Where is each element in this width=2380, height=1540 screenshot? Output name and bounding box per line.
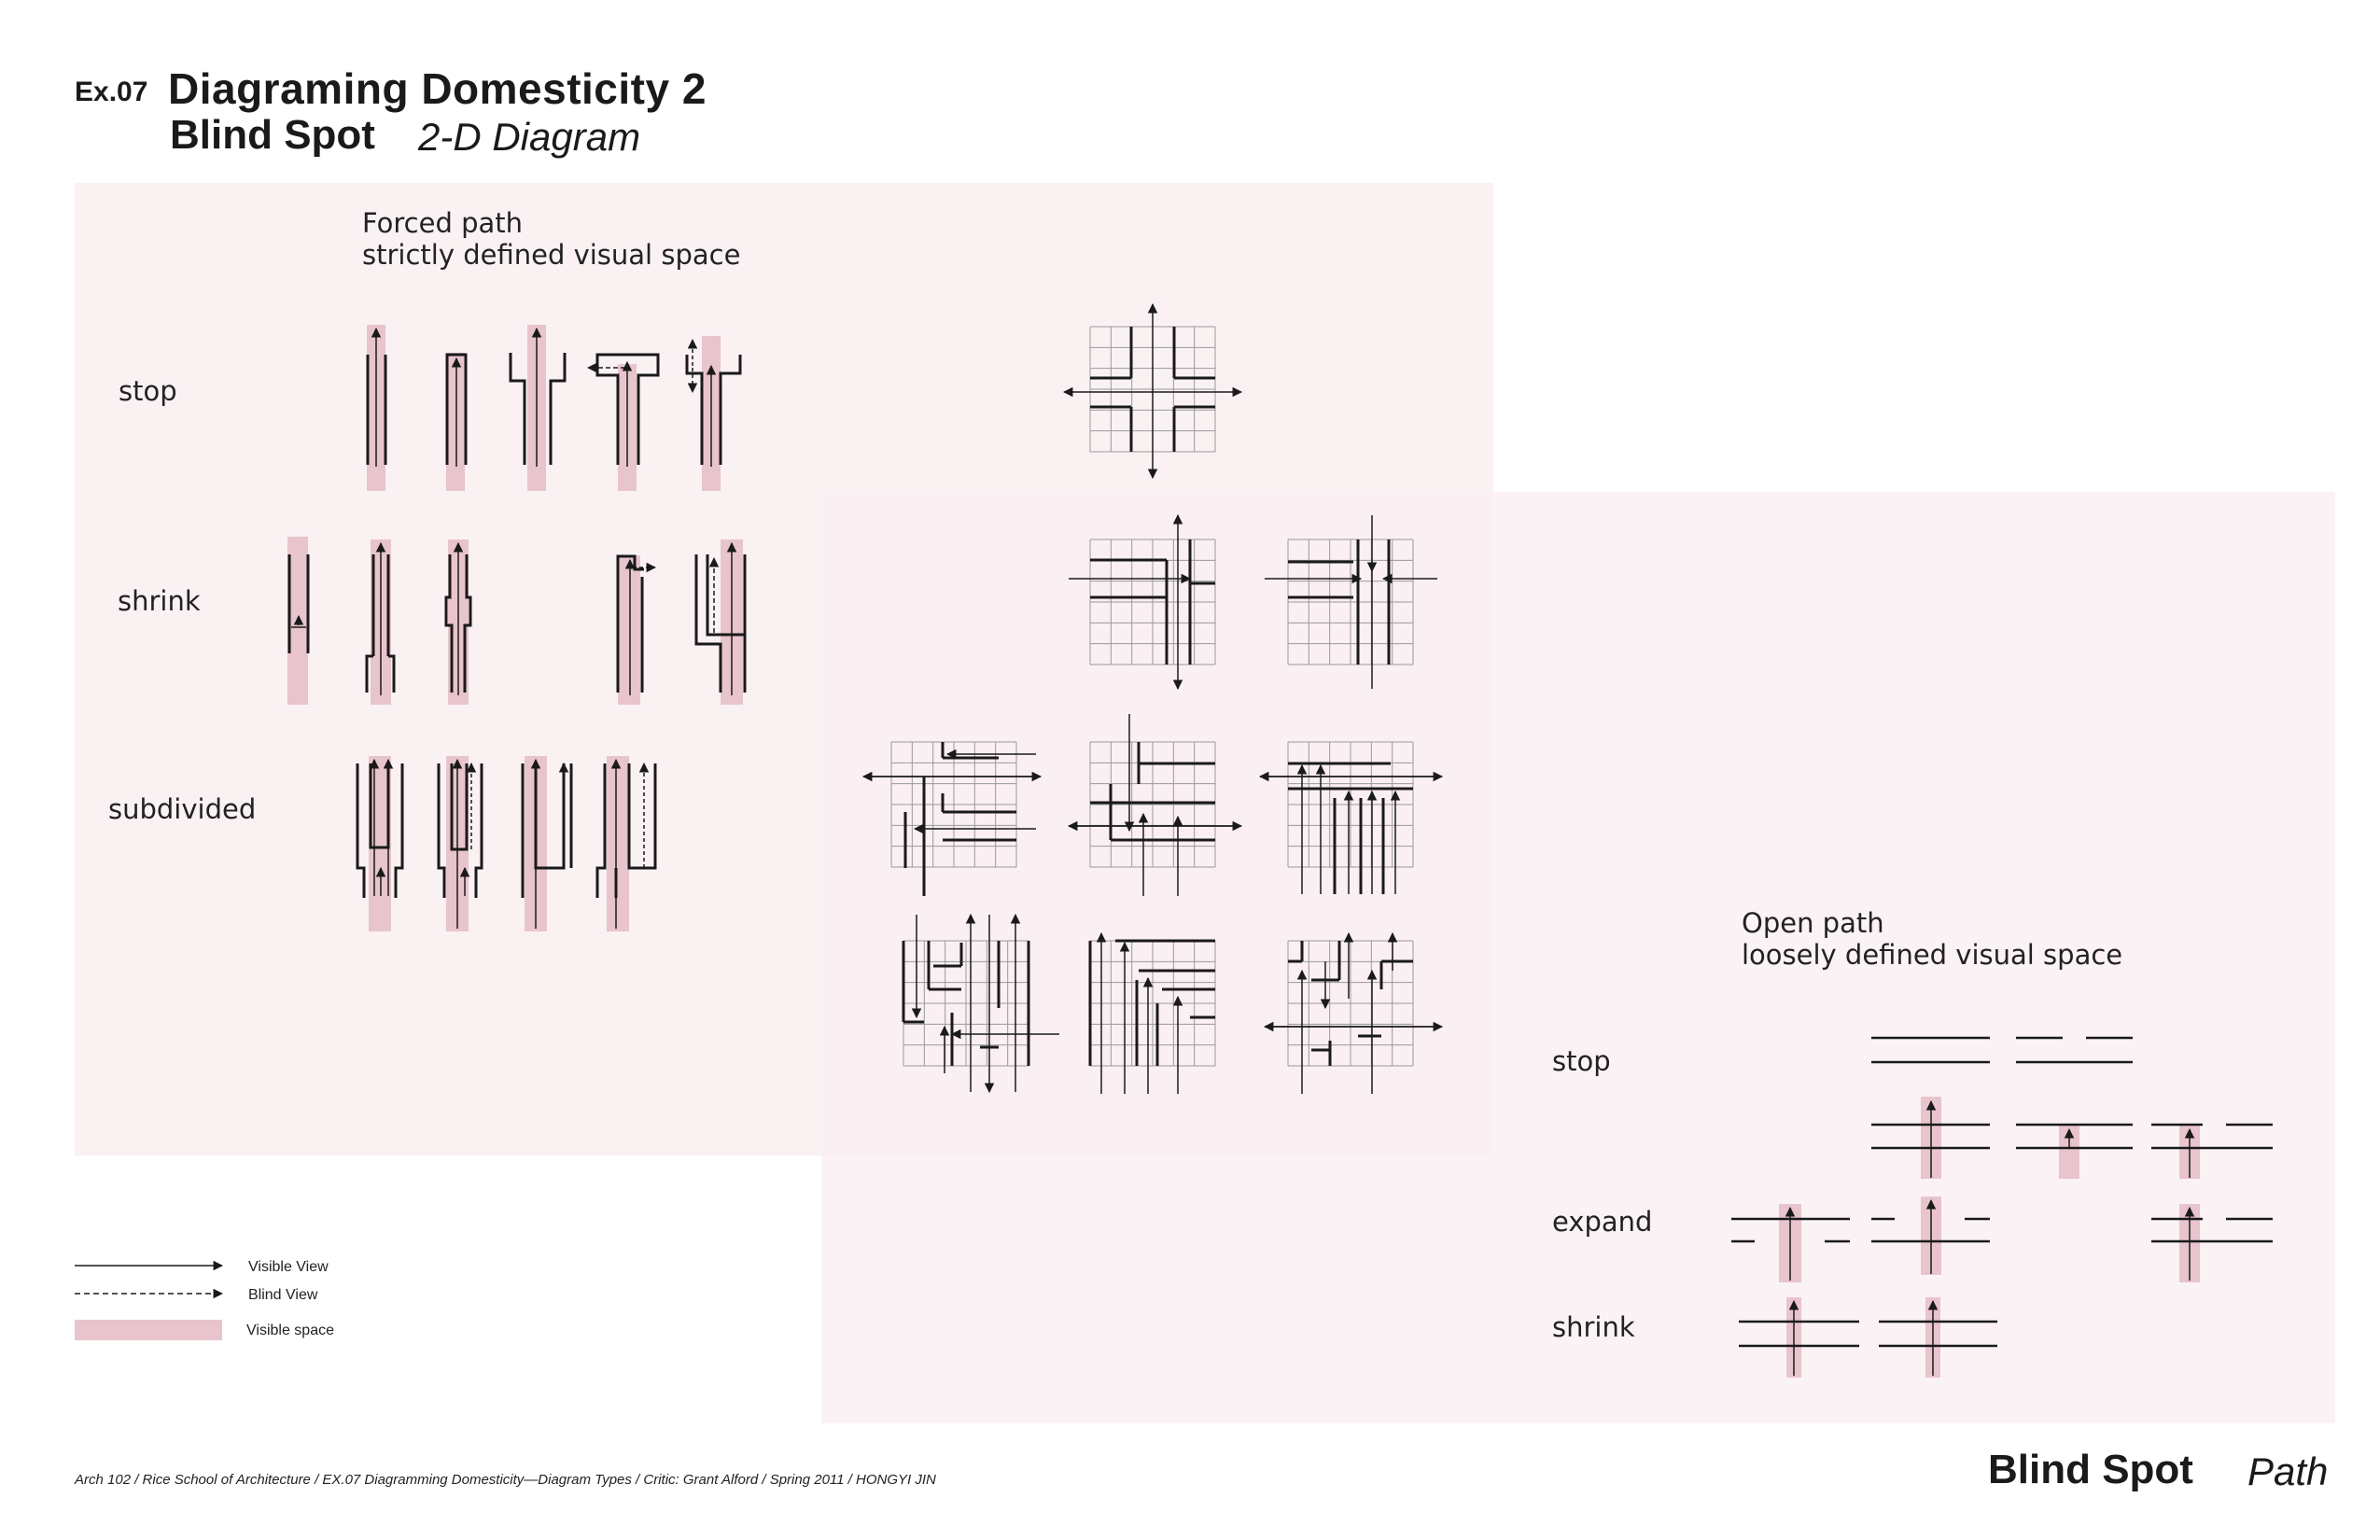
grid-3a: [861, 741, 1043, 896]
legend-visible-space: Visible space: [246, 1323, 334, 1338]
legend-blind-view: Blind View: [248, 1287, 318, 1303]
exercise-number: Ex.07: [75, 77, 148, 107]
grid-3b: [1067, 714, 1243, 896]
open-row-expand: expand: [1552, 1206, 1653, 1238]
grid-cross: [1062, 302, 1243, 480]
forced-stop-diagrams: [366, 325, 742, 491]
open-path-panel: [821, 492, 2335, 1423]
open-heading-line1: Open path: [1742, 907, 1884, 939]
page-subtitle: Blind Spot: [170, 112, 375, 158]
grid-3c: [1258, 741, 1444, 894]
forced-heading-line2: strictly defined visual space: [362, 239, 741, 271]
open-heading-line2: loosely defined visual space: [1742, 939, 2123, 971]
footer-title: Blind Spot: [1988, 1447, 2193, 1492]
footer-credit: Arch 102 / Rice School of Architecture /…: [75, 1472, 936, 1488]
forced-row-shrink: shrink: [118, 585, 201, 617]
open-row-stop: stop: [1552, 1045, 1611, 1077]
grid-4c: [1263, 931, 1444, 1094]
grid-diagrams: [861, 302, 1444, 1094]
forced-row-stop: stop: [119, 375, 177, 407]
open-expand-diagrams: [1731, 1197, 2273, 1282]
open-row-shrink: shrink: [1552, 1311, 1635, 1343]
grid-4a: [902, 913, 1059, 1094]
page-subtitle-italic: 2-D Diagram: [418, 115, 641, 159]
grid-2b: [1265, 515, 1437, 689]
open-stop-diagrams: [1871, 1036, 2273, 1179]
footer-title-italic: Path: [2247, 1449, 2329, 1493]
grid-2a: [1069, 513, 1216, 691]
legend-visible-space-swatch: [75, 1320, 222, 1340]
forced-subdivided-diagrams: [356, 756, 657, 931]
forced-heading-line1: Forced path: [362, 207, 524, 239]
grid-4b: [1088, 931, 1216, 1094]
forced-shrink-diagrams: [287, 537, 747, 705]
legend-visible-view: Visible View: [248, 1259, 329, 1275]
forced-row-subdivided: subdivided: [108, 793, 257, 825]
page-title: Diagraming Domesticity 2: [168, 64, 707, 113]
open-shrink-diagrams: [1739, 1297, 1997, 1378]
